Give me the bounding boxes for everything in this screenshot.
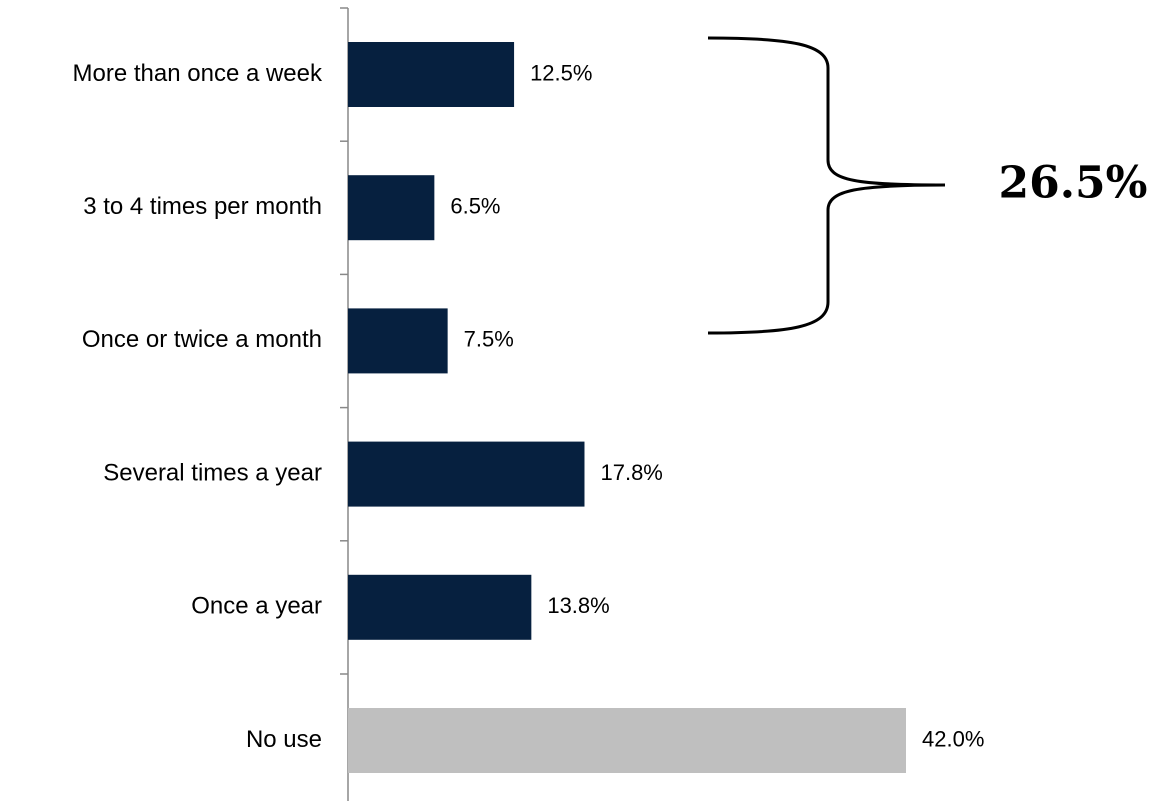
category-label: Once or twice a month (82, 326, 322, 353)
data-label: 17.8% (600, 460, 662, 485)
bar (348, 175, 435, 241)
bars (348, 42, 906, 773)
bar (348, 708, 906, 773)
category-label: More than once a week (73, 60, 323, 87)
category-label: Once a year (191, 593, 322, 620)
brace-total-label: 26.5% (999, 158, 1148, 209)
data-label: 13.8% (547, 593, 609, 618)
bar (348, 308, 448, 374)
category-label: No use (246, 726, 322, 753)
data-label: 6.5% (450, 194, 500, 219)
bar (348, 42, 515, 107)
category-axis (340, 7, 349, 801)
data-label: 12.5% (530, 60, 592, 85)
labels: More than once a week 12.5% 3 to 4 times p… (73, 60, 985, 753)
data-label: 42.0% (922, 726, 984, 751)
bar (348, 574, 532, 640)
curly-brace (707, 36, 946, 335)
bar (348, 441, 585, 507)
category-label: 3 to 4 times per month (83, 193, 322, 220)
category-label: Several times a year (103, 459, 322, 486)
data-label: 7.5% (464, 327, 514, 352)
